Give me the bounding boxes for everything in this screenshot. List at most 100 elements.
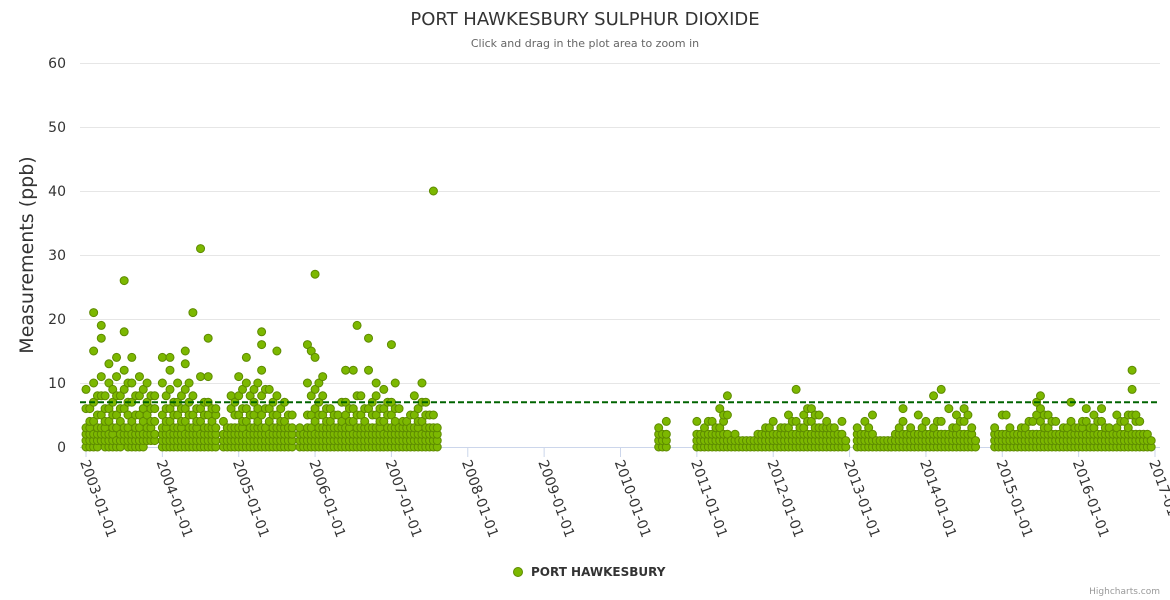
data-point[interactable] — [318, 372, 328, 382]
data-point[interactable] — [203, 372, 213, 382]
data-point[interactable] — [188, 410, 198, 420]
data-point[interactable] — [112, 372, 122, 382]
data-point[interactable] — [196, 372, 206, 382]
data-point[interactable] — [791, 384, 801, 394]
data-point[interactable] — [371, 378, 381, 388]
data-point[interactable] — [89, 378, 99, 388]
data-point[interactable] — [142, 378, 152, 388]
data-point[interactable] — [310, 352, 320, 362]
data-point[interactable] — [287, 410, 297, 420]
data-point[interactable] — [127, 416, 137, 426]
data-point[interactable] — [165, 352, 175, 362]
data-point[interactable] — [432, 423, 442, 433]
data-point[interactable] — [1135, 416, 1145, 426]
data-point[interactable] — [348, 365, 358, 375]
data-point[interactable] — [1142, 429, 1152, 439]
data-point[interactable] — [89, 416, 99, 426]
data-point[interactable] — [142, 410, 152, 420]
data-point[interactable] — [180, 404, 190, 414]
data-point[interactable] — [386, 340, 396, 350]
data-point[interactable] — [165, 365, 175, 375]
data-point[interactable] — [829, 423, 839, 433]
data-point[interactable] — [176, 391, 186, 401]
data-point[interactable] — [1001, 410, 1011, 420]
data-point[interactable] — [257, 365, 267, 375]
data-point[interactable] — [1043, 410, 1053, 420]
data-point[interactable] — [253, 416, 263, 426]
data-point[interactable] — [196, 416, 206, 426]
data-point[interactable] — [196, 244, 206, 254]
data-point[interactable] — [150, 429, 160, 439]
data-point[interactable] — [104, 416, 114, 426]
data-point[interactable] — [157, 352, 167, 362]
data-point[interactable] — [302, 340, 312, 350]
data-point[interactable] — [325, 404, 335, 414]
data-point[interactable] — [654, 423, 664, 433]
data-point[interactable] — [906, 423, 916, 433]
data-point[interactable] — [1051, 416, 1061, 426]
data-point[interactable] — [806, 404, 816, 414]
data-point[interactable] — [257, 410, 267, 420]
data-point[interactable] — [692, 416, 702, 426]
data-point[interactable] — [417, 416, 427, 426]
data-point[interactable] — [96, 333, 106, 343]
data-point[interactable] — [898, 404, 908, 414]
data-point[interactable] — [990, 423, 1000, 433]
data-point[interactable] — [356, 410, 366, 420]
data-point[interactable] — [799, 423, 809, 433]
data-point[interactable] — [409, 410, 419, 420]
data-point[interactable] — [814, 410, 824, 420]
data-point[interactable] — [218, 416, 228, 426]
data-point[interactable] — [161, 391, 171, 401]
data-point[interactable] — [917, 423, 927, 433]
data-point[interactable] — [1035, 391, 1045, 401]
data-point[interactable] — [1081, 404, 1091, 414]
data-point[interactable] — [1089, 410, 1099, 420]
data-point[interactable] — [150, 404, 160, 414]
data-point[interactable] — [180, 416, 190, 426]
data-point[interactable] — [318, 391, 328, 401]
data-point[interactable] — [1112, 410, 1122, 420]
data-point[interactable] — [257, 327, 267, 337]
data-point[interactable] — [314, 378, 324, 388]
data-point[interactable] — [867, 410, 877, 420]
data-point[interactable] — [921, 416, 931, 426]
data-point[interactable] — [234, 410, 244, 420]
data-point[interactable] — [661, 429, 671, 439]
data-point[interactable] — [386, 410, 396, 420]
data-point[interactable] — [100, 391, 110, 401]
data-point[interactable] — [864, 423, 874, 433]
data-point[interactable] — [764, 423, 774, 433]
plot-area[interactable] — [81, 186, 1156, 452]
data-point[interactable] — [837, 429, 847, 439]
data-point[interactable] — [898, 416, 908, 426]
data-point[interactable] — [936, 416, 946, 426]
data-point[interactable] — [127, 378, 137, 388]
data-point[interactable] — [310, 404, 320, 414]
data-point[interactable] — [341, 365, 351, 375]
data-point[interactable] — [341, 410, 351, 420]
data-point[interactable] — [1020, 423, 1030, 433]
data-point[interactable] — [722, 391, 732, 401]
data-point[interactable] — [272, 346, 282, 356]
data-point[interactable] — [1131, 410, 1141, 420]
data-point[interactable] — [85, 404, 95, 414]
data-point[interactable] — [1035, 404, 1045, 414]
data-point[interactable] — [1097, 416, 1107, 426]
data-point[interactable] — [413, 404, 423, 414]
data-point[interactable] — [394, 404, 404, 414]
data-point[interactable] — [173, 378, 183, 388]
data-point[interactable] — [234, 391, 244, 401]
data-point[interactable] — [119, 384, 129, 394]
data-point[interactable] — [257, 340, 267, 350]
data-point[interactable] — [1066, 416, 1076, 426]
data-point[interactable] — [108, 384, 118, 394]
data-point[interactable] — [310, 416, 320, 426]
data-point[interactable] — [371, 410, 381, 420]
data-point[interactable] — [783, 423, 793, 433]
data-point[interactable] — [428, 410, 438, 420]
data-point[interactable] — [417, 378, 427, 388]
data-point[interactable] — [119, 276, 129, 286]
data-point[interactable] — [837, 416, 847, 426]
